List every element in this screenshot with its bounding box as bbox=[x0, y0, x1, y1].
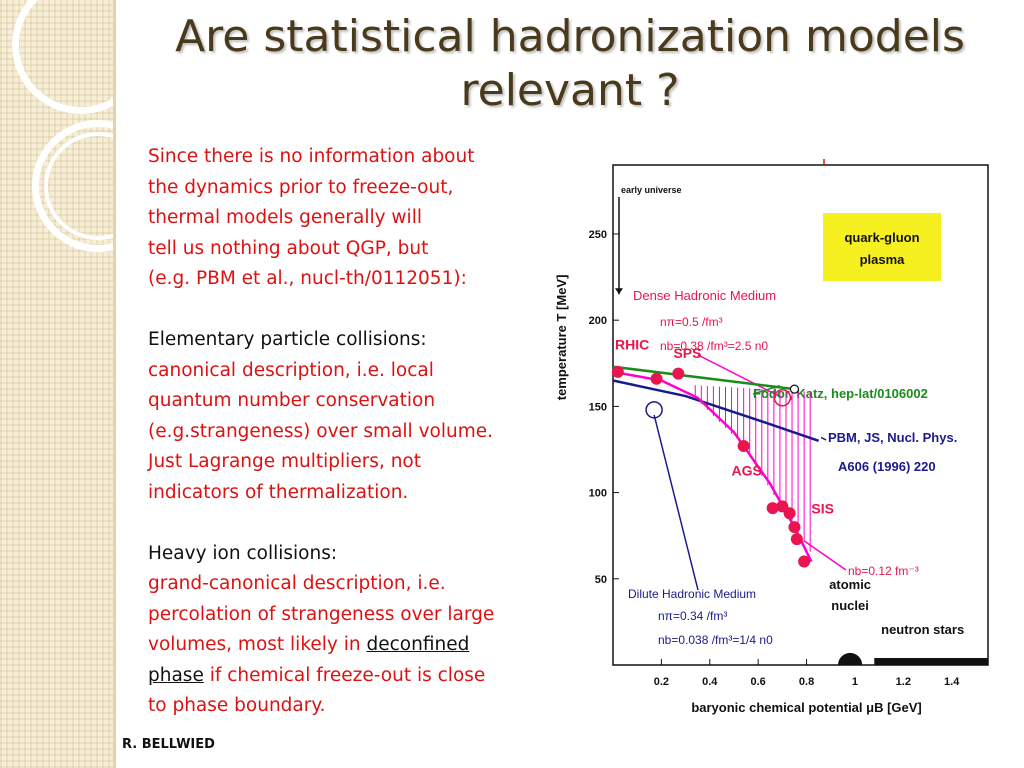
dense-medium-circle bbox=[773, 389, 792, 407]
body-line: phase if chemical freeze-out is close bbox=[148, 661, 548, 692]
section-heading: Heavy ion collisions: bbox=[148, 542, 338, 564]
sis-label: SIS bbox=[811, 500, 834, 516]
decorative-ring bbox=[12, 0, 150, 114]
freezeout-point bbox=[611, 365, 624, 378]
qgp-label-line2: plasma bbox=[860, 252, 906, 267]
freezeout-point bbox=[672, 367, 685, 380]
body-line: canonical description, i.e. local bbox=[148, 359, 434, 381]
body-line: volumes, most likely in deconfined bbox=[148, 630, 548, 661]
freezeout-point bbox=[766, 502, 779, 515]
dilute-medium-pointer bbox=[653, 414, 699, 591]
sps-label: SPS bbox=[673, 345, 701, 361]
dilute-medium-label: Dilute Hadronic Medium bbox=[628, 587, 756, 601]
dilute-medium-nb: nb=0.038 /fm³=1/4 n0 bbox=[658, 633, 773, 647]
body-text: if chemical freeze-out is close bbox=[203, 664, 486, 686]
paragraph-spacer bbox=[148, 295, 548, 326]
dilute-medium-npi: nπ=0.34 /fm³ bbox=[658, 609, 727, 623]
x-tick-label: 1.4 bbox=[944, 676, 960, 688]
slide-title: Are statistical hadronization models rel… bbox=[175, 11, 965, 116]
early-universe-arrowhead bbox=[615, 288, 623, 295]
y-axis-label: temperature T [MeV] bbox=[554, 275, 569, 401]
paragraph-spacer bbox=[148, 508, 548, 539]
x-tick-label: 0.4 bbox=[702, 676, 718, 688]
body-text: volumes, most likely in bbox=[148, 634, 367, 655]
dense-medium-label: Dense Hadronic Medium bbox=[633, 288, 776, 303]
deconfined-term: deconfined bbox=[366, 634, 470, 655]
x-tick-label: 0.2 bbox=[654, 676, 669, 688]
qgp-label-line1: quark-gluon bbox=[844, 230, 919, 245]
body-line: Since there is no information about bbox=[148, 146, 475, 167]
body-line: (e.g.strangeness) over small volume. bbox=[148, 420, 493, 442]
neutron-stars-bar bbox=[874, 658, 988, 665]
atomic-nuclei-label-2: nuclei bbox=[831, 598, 869, 613]
body-line: tell us nothing about QGP, but bbox=[148, 237, 429, 259]
qgp-box bbox=[823, 213, 941, 281]
neutron-stars-label: neutron stars bbox=[881, 622, 964, 637]
phase-diagram-svg: 0.2 0.4 0.6 0.8 1 1.2 1.4 250 200 150 100 50 baryoni… bbox=[554, 159, 989, 715]
body-line: quantum number conservation bbox=[148, 390, 436, 411]
body-line: grand-canonical description, i.e. bbox=[148, 573, 446, 594]
body-line: indicators of thermalization. bbox=[148, 481, 409, 503]
plot-frame bbox=[612, 164, 989, 666]
footer-author: R. BELLWIED bbox=[122, 737, 215, 752]
body-line: Just Lagrange multipliers, not bbox=[148, 451, 422, 472]
pbm-label-line2: A606 (1996) 220 bbox=[838, 459, 936, 474]
body-line: thermal models generally will bbox=[148, 207, 422, 228]
x-axis-label: baryonic chemical potential μB [GeV] bbox=[691, 700, 921, 715]
freezeout-point bbox=[790, 533, 803, 546]
y-tick-label: 200 bbox=[589, 315, 607, 327]
pbm-label-line1: PBM, JS, Nucl. Phys. bbox=[828, 430, 957, 445]
y-tick-label: 50 bbox=[595, 574, 607, 586]
body-line: the dynamics prior to freeze-out, bbox=[148, 176, 454, 198]
body-line: (e.g. PBM et al., nucl-th/0112051): bbox=[148, 268, 467, 289]
phase-diagram-figure: 0.2 0.4 0.6 0.8 1 1.2 1.4 250 200 150 100 50 baryoni… bbox=[548, 150, 1018, 730]
section-heading: Elementary particle collisions: bbox=[148, 329, 427, 350]
decorative-ring bbox=[32, 120, 164, 252]
freezeout-point bbox=[650, 372, 663, 385]
fodor-katz-line bbox=[612, 365, 795, 391]
nb-sis-pointer bbox=[803, 540, 847, 571]
y-tick-label: 250 bbox=[589, 229, 607, 241]
side-strip-edge bbox=[113, 0, 116, 768]
slide-body: Since there is no information about the … bbox=[148, 142, 548, 722]
rhic-label: RHIC bbox=[615, 336, 649, 352]
freezeout-point bbox=[788, 521, 801, 534]
dense-medium-nb: nb=0.38 /fm³=2.5 n0 bbox=[660, 339, 768, 353]
decorative-ring bbox=[44, 132, 152, 240]
pbm-pointer bbox=[820, 436, 827, 441]
dilute-medium-circle bbox=[645, 401, 663, 419]
body-line: to phase boundary. bbox=[148, 695, 326, 716]
freezeout-point bbox=[783, 507, 796, 520]
atomic-nuclei-marker bbox=[838, 652, 863, 665]
early-universe-label: early universe bbox=[621, 185, 682, 195]
x-tick-label: 0.8 bbox=[799, 676, 814, 688]
atomic-nuclei-label-1: atomic bbox=[829, 577, 871, 592]
pbm-line bbox=[612, 379, 820, 443]
y-tick-label: 100 bbox=[589, 488, 607, 500]
decorative-side-strip bbox=[0, 0, 164, 768]
ags-label: AGS bbox=[732, 462, 762, 478]
phase-term: phase bbox=[148, 664, 204, 686]
y-tick-label: 150 bbox=[589, 401, 607, 413]
freezeout-point bbox=[798, 555, 811, 568]
body-line: percolation of strangeness over large bbox=[148, 603, 495, 625]
x-tick-label: 0.6 bbox=[751, 676, 766, 688]
x-tick-label: 1 bbox=[852, 676, 858, 688]
critical-point-marker bbox=[789, 384, 800, 394]
nb-sis-label: nb=0.12 fm⁻³ bbox=[848, 564, 919, 578]
x-tick-label: 1.2 bbox=[896, 676, 911, 688]
freezeout-point bbox=[737, 440, 750, 453]
dense-medium-npi: nπ=0.5 /fm³ bbox=[660, 315, 723, 329]
